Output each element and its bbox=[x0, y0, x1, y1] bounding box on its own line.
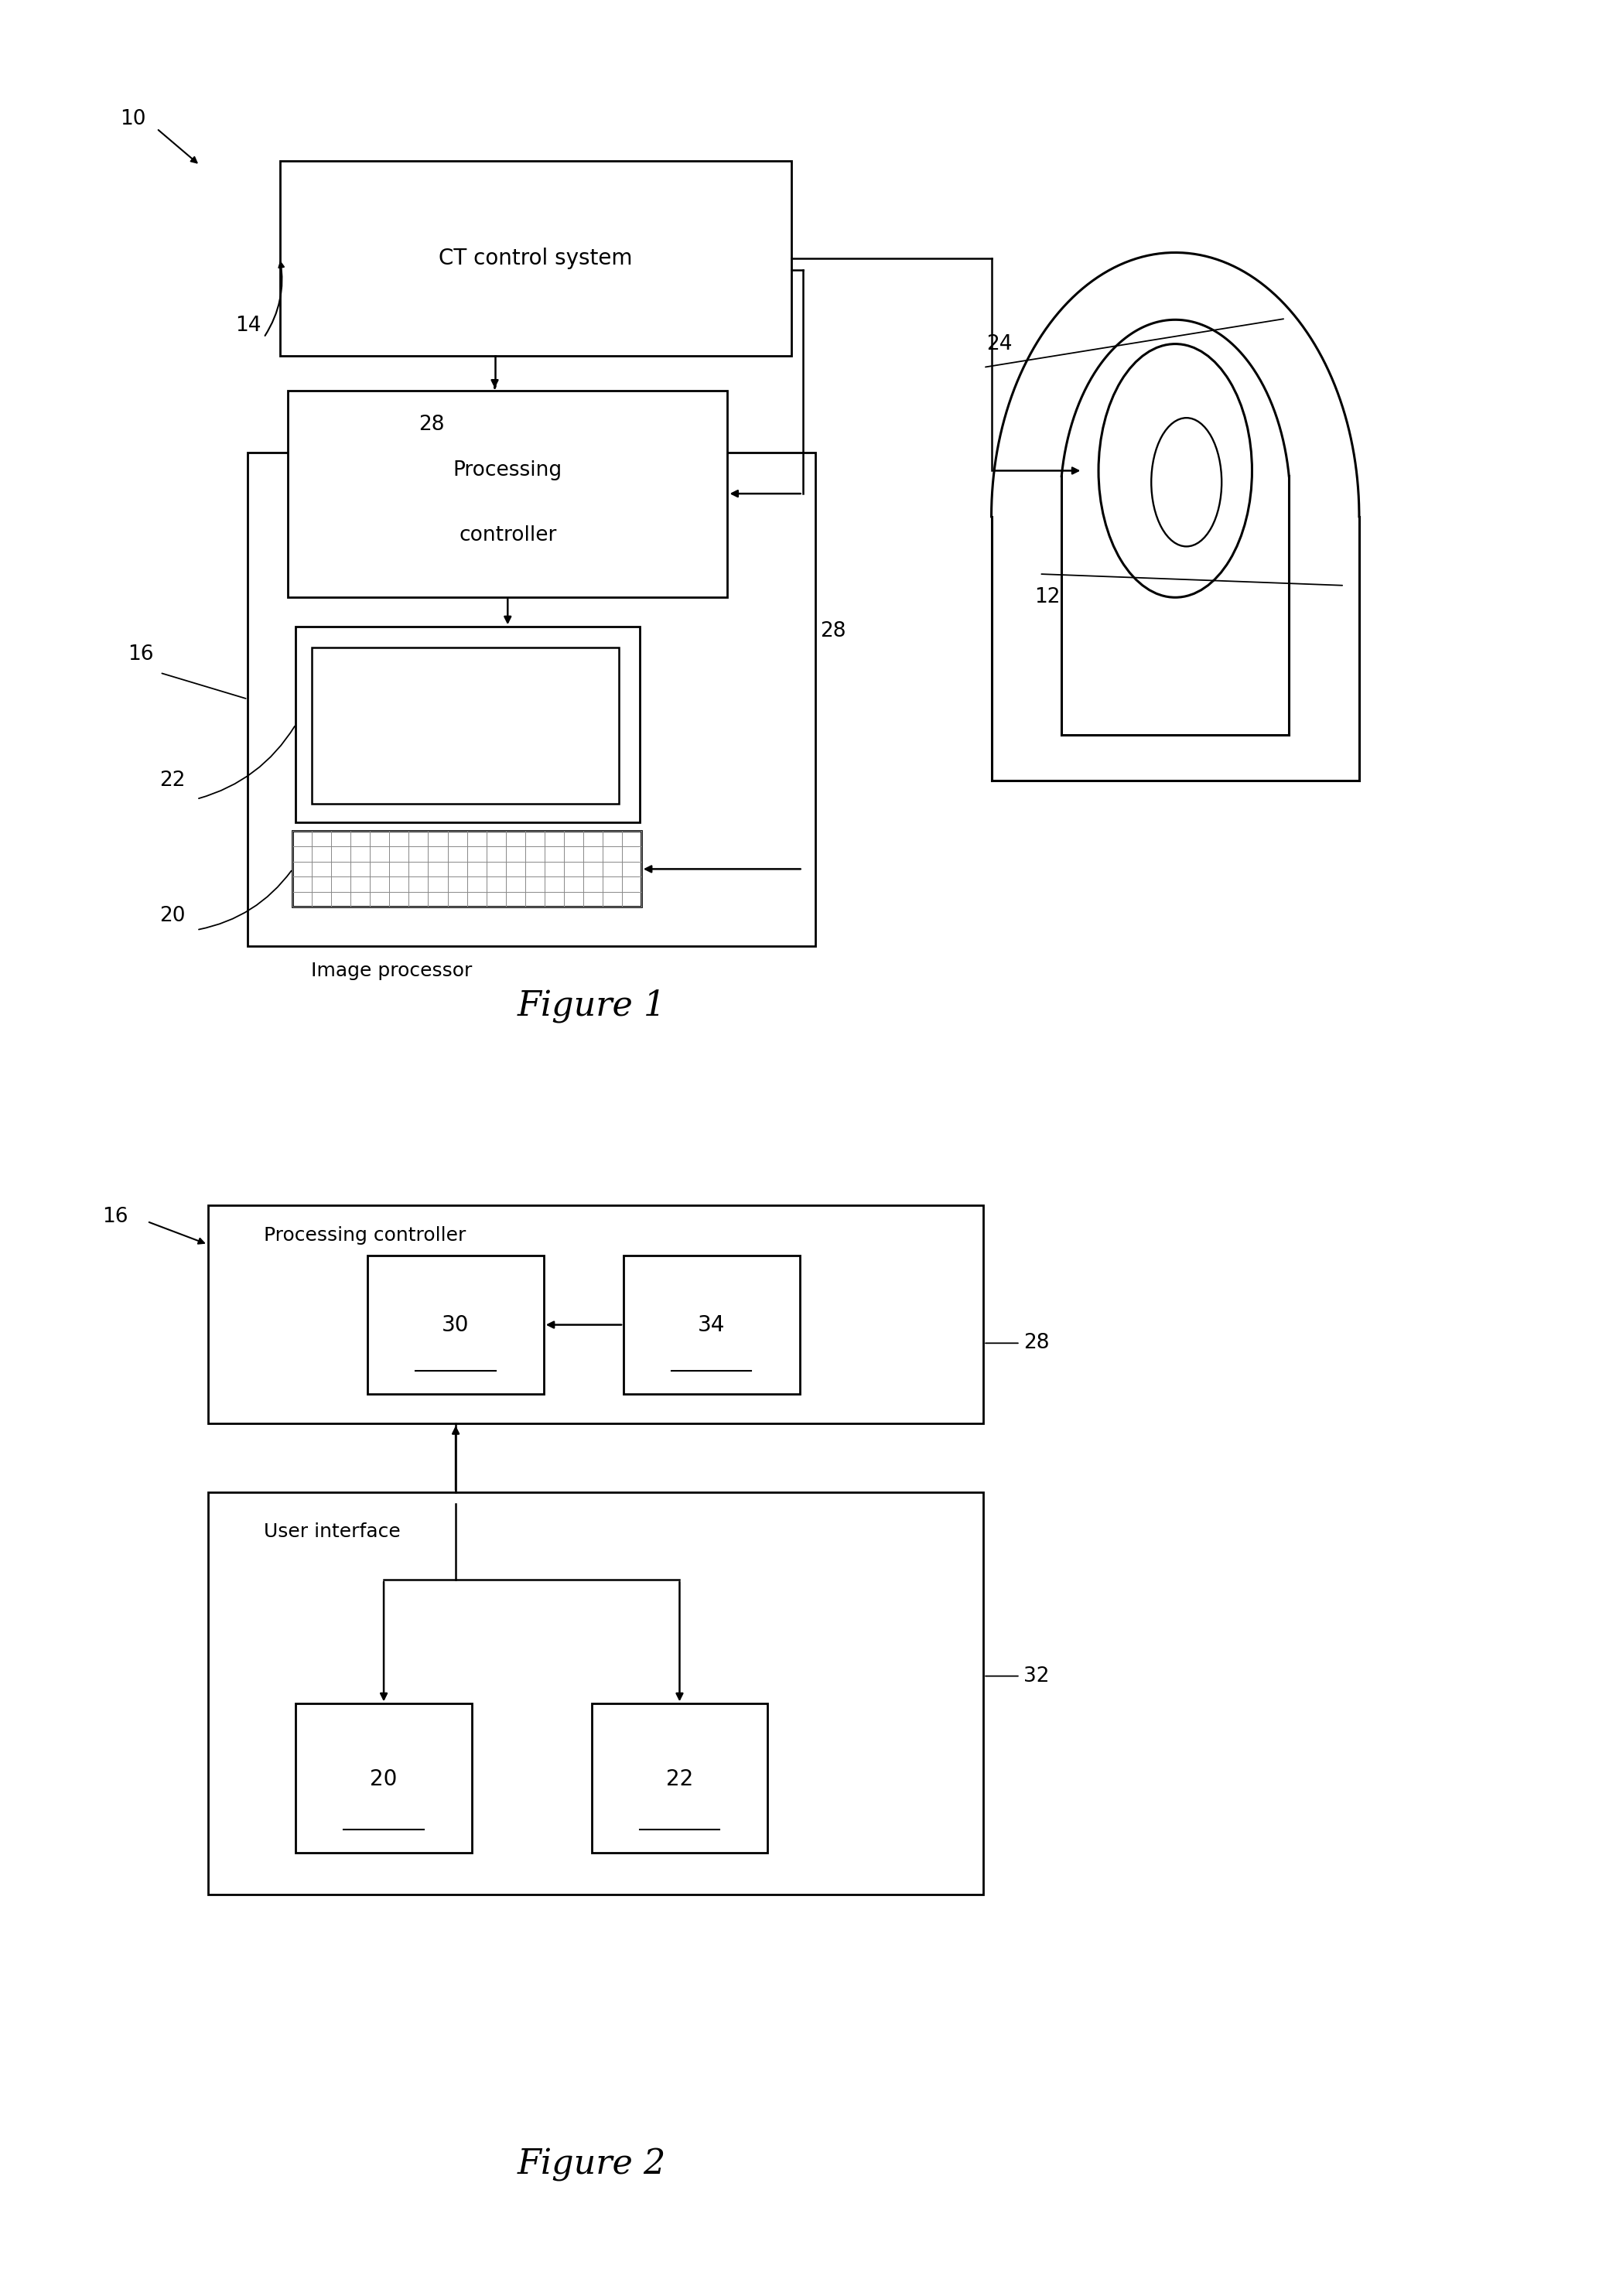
Text: 10: 10 bbox=[120, 110, 146, 129]
Text: Image processor: Image processor bbox=[312, 962, 472, 980]
Text: User interface: User interface bbox=[264, 1522, 401, 1541]
Text: Processing: Processing bbox=[453, 461, 563, 480]
Text: Figure 2: Figure 2 bbox=[516, 2149, 667, 2181]
Bar bbox=[624, 1256, 800, 1394]
Text: 28: 28 bbox=[1023, 1334, 1049, 1352]
Bar bbox=[296, 627, 640, 822]
Text: 22: 22 bbox=[160, 771, 185, 790]
Text: 28: 28 bbox=[820, 622, 846, 641]
Text: 24: 24 bbox=[987, 335, 1012, 354]
Text: 20: 20 bbox=[369, 1768, 398, 1791]
Text: 34: 34 bbox=[697, 1313, 726, 1336]
Bar bbox=[280, 161, 792, 356]
Text: 30: 30 bbox=[441, 1313, 470, 1336]
Text: 20: 20 bbox=[160, 907, 185, 925]
Bar bbox=[288, 390, 728, 597]
Bar bbox=[248, 452, 815, 946]
Bar bbox=[312, 647, 619, 804]
Text: Figure 1: Figure 1 bbox=[516, 990, 667, 1022]
Bar bbox=[208, 1205, 983, 1424]
Text: 28: 28 bbox=[419, 416, 445, 434]
Text: Processing controller: Processing controller bbox=[264, 1226, 465, 1244]
Text: 16: 16 bbox=[128, 645, 154, 664]
Text: 32: 32 bbox=[1023, 1667, 1049, 1685]
Text: 16: 16 bbox=[102, 1208, 128, 1226]
Text: 14: 14 bbox=[235, 317, 261, 335]
Text: 12: 12 bbox=[1035, 588, 1060, 606]
Text: 22: 22 bbox=[665, 1768, 694, 1791]
Bar bbox=[592, 1704, 768, 1853]
Bar bbox=[208, 1492, 983, 1894]
Bar bbox=[293, 831, 641, 907]
Bar bbox=[368, 1256, 544, 1394]
Bar bbox=[296, 1704, 472, 1853]
Text: controller: controller bbox=[459, 526, 556, 544]
Text: CT control system: CT control system bbox=[438, 248, 633, 269]
